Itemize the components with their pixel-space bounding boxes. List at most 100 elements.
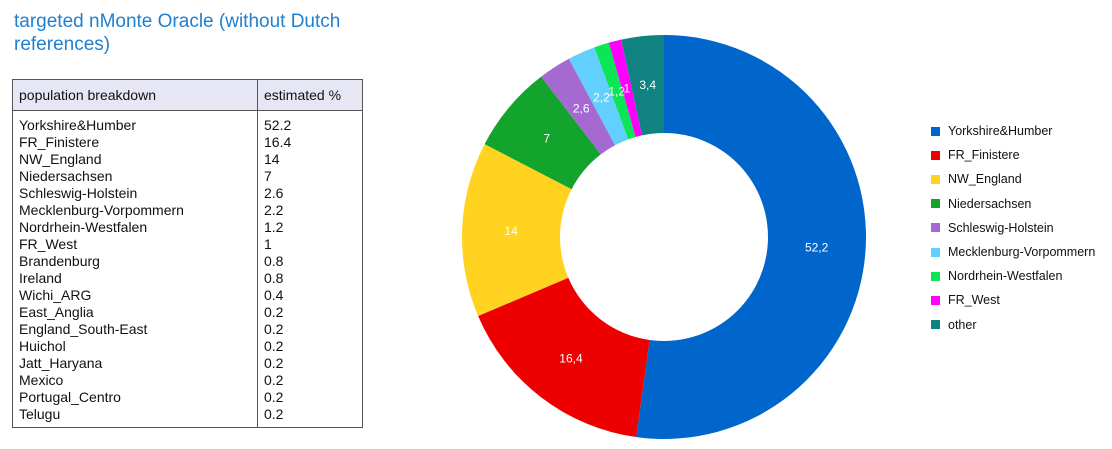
population-name: Mexico (13, 372, 258, 389)
data-label: 2,2 (593, 90, 610, 104)
estimated-percent: 0.4 (264, 287, 284, 303)
slice-nordrhein-westfalen (594, 42, 636, 140)
table-header-row: population breakdown estimated % (13, 80, 362, 111)
population-name: Yorkshire&Humber (13, 117, 258, 134)
table-row: NW_England 14 (13, 151, 362, 168)
slice-schleswig-holstein (541, 58, 616, 155)
legend-item: FR_Finistere (931, 143, 1095, 167)
legend-swatch (931, 126, 940, 136)
table-spacer (13, 110, 362, 117)
table-row: Huichol 0.2 (13, 338, 362, 355)
table-row: FR_Finistere 16.4 (13, 134, 362, 151)
table-row: Niedersachsen 7 (13, 168, 362, 185)
table-row: Ireland 0.8 (13, 270, 362, 287)
estimated-percent: 0.2 (264, 389, 284, 405)
legend-label: other (948, 317, 977, 332)
table-row: Portugal_Centro 0.2 (13, 389, 362, 406)
legend-label: Mecklenburg-Vorpommern (948, 245, 1096, 260)
legend-swatch (931, 150, 940, 160)
data-label: 7 (543, 132, 550, 146)
column-header-population: population breakdown (13, 80, 258, 111)
legend-item: FR_West (931, 288, 1095, 312)
table-row: Nordrhein-Westfalen 1.2 (13, 219, 362, 236)
legend-item: Schleswig-Holstein (931, 216, 1095, 240)
estimated-percent: 0.8 (264, 270, 284, 286)
slice-fr-west (608, 39, 642, 137)
legend-swatch (931, 271, 940, 281)
slice-niedersachsen (484, 76, 601, 190)
table-row: Brandenburg 0.8 (13, 253, 362, 270)
estimated-percent: 2.2 (264, 202, 284, 218)
page-title: targeted nMonte Oracle (without Dutch re… (14, 11, 341, 55)
chart-legend: Yorkshire&Humber FR_Finistere NW_England Ni… (931, 119, 1095, 337)
legend-item: Niedersachsen (931, 192, 1095, 216)
estimated-percent: 1 (264, 236, 272, 252)
data-label: 1,2 (608, 84, 625, 98)
legend-label: Niedersachsen (948, 196, 1032, 211)
legend-label: FR_West (948, 293, 1000, 308)
table-row: England_South-East 0.2 (13, 321, 362, 338)
legend-swatch (931, 320, 940, 330)
table-row: FR_West 1 (13, 236, 362, 253)
estimated-percent: 0.2 (264, 406, 284, 422)
data-label: 14 (504, 224, 518, 238)
population-name: Wichi_ARG (13, 287, 258, 304)
estimated-percent: 0.2 (264, 372, 284, 388)
data-label: 52,2 (805, 241, 829, 255)
estimated-percent: 0.2 (264, 355, 284, 371)
table-row: Mexico 0.2 (13, 372, 362, 389)
estimated-percent: 7 (264, 168, 272, 184)
legend-item: other (931, 313, 1095, 337)
legend-label: Nordrhein-Westfalen (948, 269, 1063, 284)
estimated-percent: 52.2 (264, 117, 292, 133)
population-name: Brandenburg (13, 253, 258, 270)
population-name: Ireland (13, 270, 258, 287)
legend-item: Nordrhein-Westfalen (931, 264, 1095, 288)
legend-swatch (931, 223, 940, 233)
population-name: FR_West (13, 236, 258, 253)
population-name: East_Anglia (13, 304, 258, 321)
legend-label: Schleswig-Holstein (948, 220, 1054, 235)
estimated-percent: 0.8 (264, 253, 284, 269)
population-name: Schleswig-Holstein (13, 185, 258, 202)
legend-swatch (931, 247, 940, 257)
population-name: FR_Finistere (13, 134, 258, 151)
legend-swatch (931, 295, 940, 305)
slice-fr-finistere (478, 277, 650, 438)
population-name: Huichol (13, 338, 258, 355)
table-row: Jatt_Haryana 0.2 (13, 355, 362, 372)
slice-mecklenburg-vorpommern (568, 47, 629, 146)
population-name: Telugu (13, 406, 258, 427)
legend-item: NW_England (931, 167, 1095, 191)
legend-item: Mecklenburg-Vorpommern (931, 240, 1095, 264)
legend-label: NW_England (948, 172, 1022, 187)
population-name: Nordrhein-Westfalen (13, 219, 258, 236)
population-name: NW_England (13, 151, 258, 168)
estimated-percent: 0.2 (264, 321, 284, 337)
table-row: Telugu 0.2 (13, 406, 362, 427)
population-name: Jatt_Haryana (13, 355, 258, 372)
legend-label: FR_Finistere (948, 148, 1020, 163)
legend-item: Yorkshire&Humber (931, 119, 1095, 143)
legend-label: Yorkshire&Humber (948, 124, 1053, 139)
slice-yorkshire-humber (636, 35, 866, 440)
population-name: Niedersachsen (13, 168, 258, 185)
population-name: Mecklenburg-Vorpommern (13, 202, 258, 219)
table-row: East_Anglia 0.2 (13, 304, 362, 321)
population-table: population breakdown estimated % Yorkshi… (12, 79, 363, 428)
column-header-estimate: estimated % (257, 80, 362, 111)
estimated-percent: 2.6 (264, 185, 284, 201)
table-row: Wichi_ARG 0.4 (13, 287, 362, 304)
legend-swatch (931, 174, 940, 184)
data-label: 1 (624, 82, 631, 96)
estimated-percent: 14 (264, 151, 280, 167)
slice-nw-england (462, 144, 572, 317)
table-row: Schleswig-Holstein 2.6 (13, 185, 362, 202)
data-label: 3,4 (639, 78, 656, 92)
estimated-percent: 0.2 (264, 304, 284, 320)
estimated-percent: 16.4 (264, 134, 292, 150)
data-label: 2,6 (573, 101, 590, 115)
table-row: Mecklenburg-Vorpommern 2.2 (13, 202, 362, 219)
estimated-percent: 0.2 (264, 338, 284, 354)
slice-other (621, 35, 664, 136)
